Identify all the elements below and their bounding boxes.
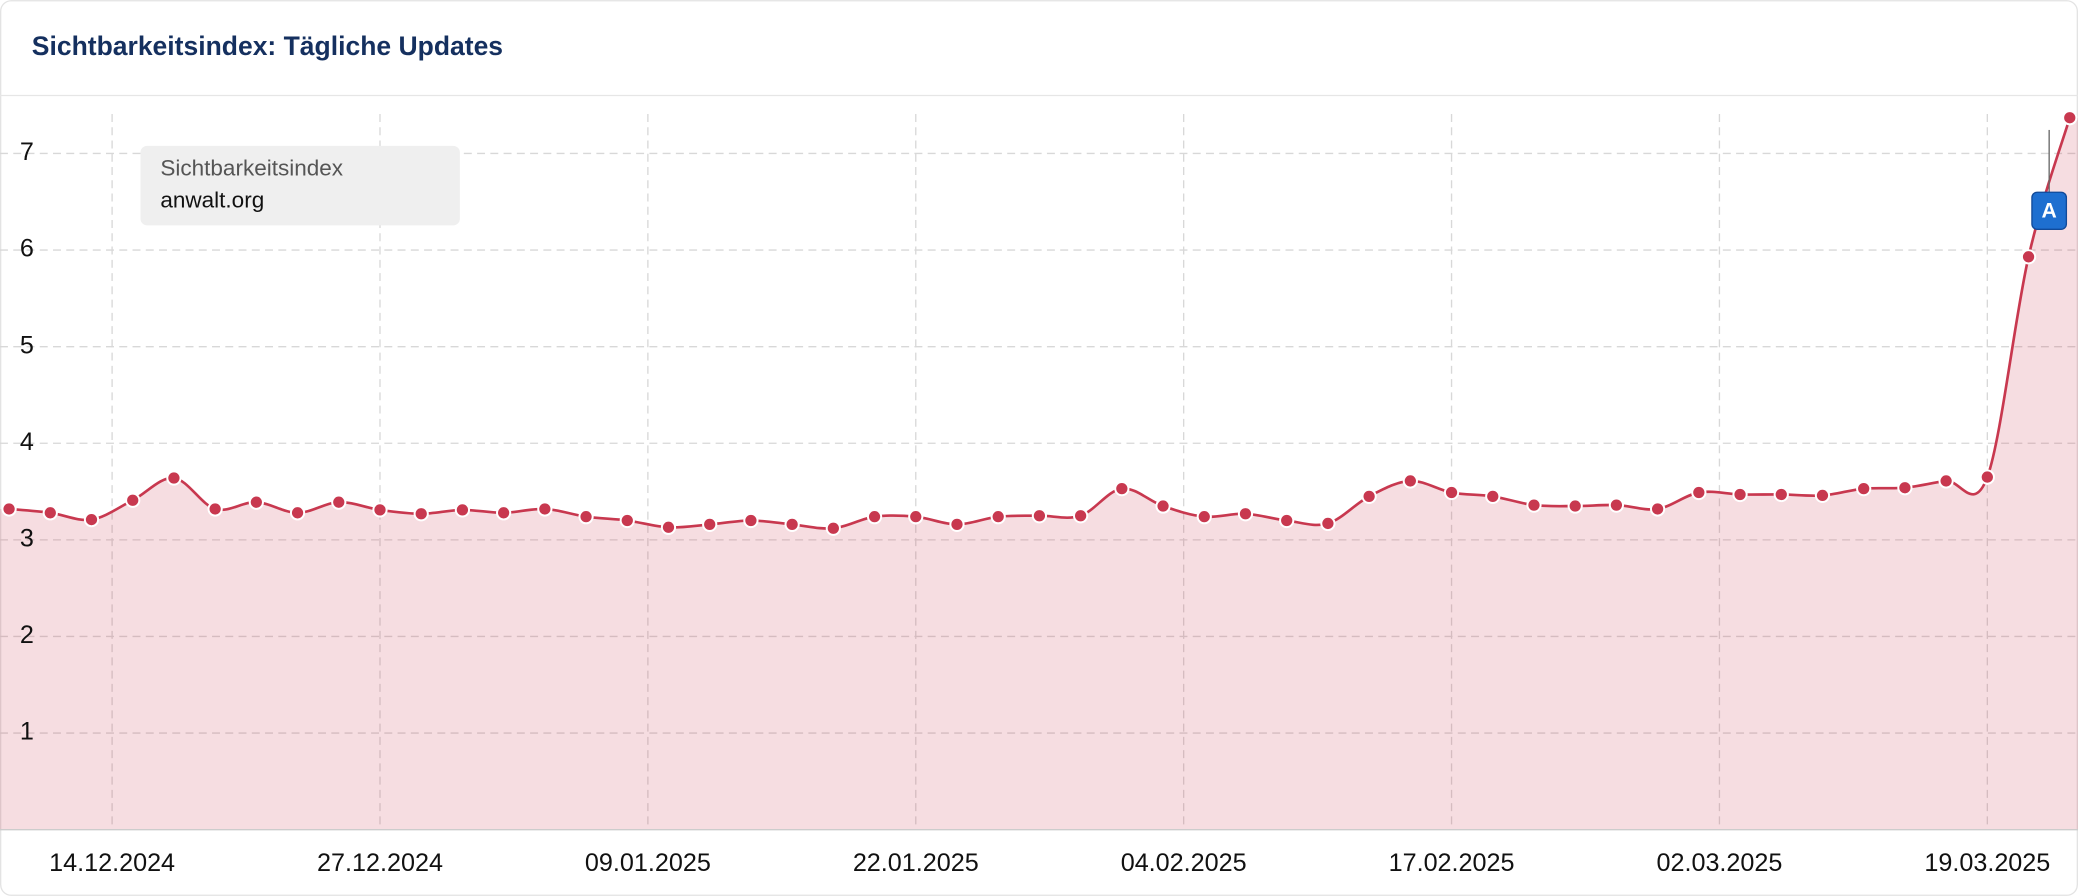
data-point xyxy=(1567,498,1583,514)
data-point xyxy=(578,509,594,525)
data-point xyxy=(1237,506,1254,522)
data-point xyxy=(166,470,182,486)
data-point xyxy=(1031,508,1048,524)
y-tick-label: 7 xyxy=(20,138,34,166)
x-tick-label: 14.12.2024 xyxy=(49,849,175,877)
data-point xyxy=(743,512,759,529)
data-point xyxy=(866,509,883,525)
data-point xyxy=(1608,497,1625,513)
data-point xyxy=(1279,512,1295,529)
data-point xyxy=(289,505,306,521)
data-point xyxy=(1196,509,1212,525)
data-point xyxy=(83,511,100,528)
data-point xyxy=(825,520,841,536)
data-point xyxy=(413,506,429,522)
data-point xyxy=(207,501,223,517)
y-tick-label: 6 xyxy=(20,235,34,263)
data-point xyxy=(496,505,512,521)
x-tick-label: 19.03.2025 xyxy=(1924,849,2050,877)
data-point xyxy=(1402,473,1418,489)
legend-entry: anwalt.org xyxy=(160,187,264,212)
data-point xyxy=(372,502,388,518)
x-tick-label: 09.01.2025 xyxy=(585,849,711,877)
data-point xyxy=(1320,515,1336,532)
data-point xyxy=(2020,249,2037,265)
x-tick-label: 17.02.2025 xyxy=(1389,849,1515,877)
data-point xyxy=(619,512,635,529)
data-point xyxy=(1691,484,1707,501)
data-point xyxy=(1979,469,1995,485)
data-point xyxy=(1526,497,1542,513)
data-point xyxy=(1897,480,1913,496)
data-point xyxy=(702,516,718,533)
data-point xyxy=(1155,498,1171,514)
data-point xyxy=(1649,501,1666,517)
data-point xyxy=(537,501,553,517)
data-point xyxy=(125,492,141,508)
data-point xyxy=(1732,486,1748,503)
data-point xyxy=(784,516,800,533)
data-point xyxy=(248,494,264,510)
data-point xyxy=(990,509,1006,525)
x-tick-label: 02.03.2025 xyxy=(1656,849,1782,877)
data-point xyxy=(660,519,677,535)
annotation-marker xyxy=(2031,191,2068,230)
y-tick-label: 1 xyxy=(20,718,34,746)
data-point xyxy=(949,516,965,533)
grid xyxy=(0,114,2078,830)
legend-title: Sichtbarkeitsindex xyxy=(160,156,343,181)
data-point xyxy=(1485,488,1501,505)
axes: 1 2 3 4 5 6 7 14.12.2024 27.12.2024 09.01.2025 22.… xyxy=(0,138,2078,877)
data-point xyxy=(1361,488,1377,505)
x-tick-label: 04.02.2025 xyxy=(1121,849,1247,877)
y-tick-label: 3 xyxy=(20,525,34,553)
data-point xyxy=(1814,487,1831,504)
data-point xyxy=(1073,508,1089,524)
area xyxy=(0,117,2078,830)
y-tick-label: 5 xyxy=(20,331,34,359)
data-point xyxy=(331,494,347,510)
data-point xyxy=(2062,110,2078,126)
data-point xyxy=(42,505,58,521)
x-tick-label: 27.12.2024 xyxy=(317,849,443,877)
legend-box xyxy=(140,145,460,226)
data-point xyxy=(454,502,471,518)
y-tick-label: 2 xyxy=(20,621,34,649)
data-point xyxy=(908,509,924,525)
data-point xyxy=(1938,473,1954,489)
x-tick-label: 22.01.2025 xyxy=(853,849,979,877)
annotation-label: A xyxy=(2041,200,2056,223)
data-point xyxy=(1,501,17,517)
data-point xyxy=(1856,481,1872,497)
data-point xyxy=(1114,481,1130,497)
data-point xyxy=(1773,486,1789,503)
legend: Sichtbarkeitsindex anwalt.org xyxy=(140,145,460,226)
plot: A xyxy=(0,110,2078,830)
chart-title: Sichtbarkeitsindex: Tägliche Updates xyxy=(32,31,503,61)
data-point xyxy=(1443,484,1460,501)
y-tick-label: 4 xyxy=(20,428,34,456)
